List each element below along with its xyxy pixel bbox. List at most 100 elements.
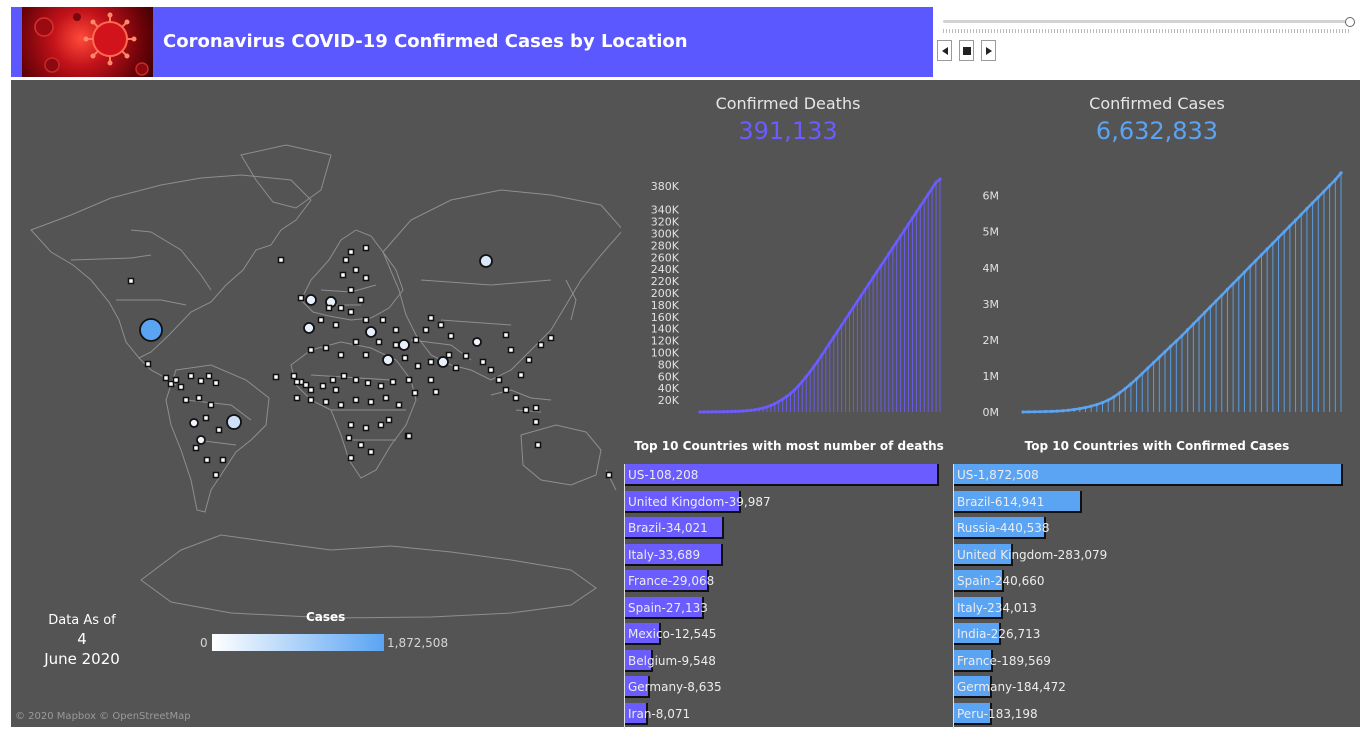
location-marker xyxy=(212,471,220,479)
bar[interactable] xyxy=(625,517,724,539)
location-marker xyxy=(357,441,365,449)
location-marker xyxy=(322,344,330,352)
data-point xyxy=(1299,212,1303,216)
bar-label: Germany-184,472 xyxy=(957,680,1066,694)
bar-row[interactable]: Brazil-34,021 xyxy=(625,517,939,539)
deaths-bar-chart[interactable]: US-108,208 United Kingdom-39,987 Brazil-34… xyxy=(624,464,945,729)
location-marker xyxy=(367,398,375,406)
location-marker xyxy=(547,334,555,342)
bar-row[interactable]: Spain-27,133 xyxy=(625,596,939,619)
map-attribution[interactable]: © 2020 Mapbox © OpenStreetMap xyxy=(15,711,191,722)
asia-outline xyxy=(382,189,621,381)
bar-row[interactable]: France-29,068 xyxy=(625,570,939,592)
bar[interactable] xyxy=(625,596,704,619)
stop-icon xyxy=(962,46,971,55)
location-marker xyxy=(325,304,333,312)
y-tick-label: 120K xyxy=(651,335,680,348)
location-marker xyxy=(352,266,360,274)
data-point xyxy=(1089,404,1093,408)
bar-row[interactable]: India-226,713 xyxy=(954,623,1343,645)
location-marker xyxy=(522,406,530,414)
cases-bar-chart[interactable]: US-1,872,508 Brazil-614,941 Russia-440,538… xyxy=(953,464,1349,729)
bar-row[interactable]: France-189,569 xyxy=(954,649,1343,672)
bar-row[interactable]: Mexico-12,545 xyxy=(625,623,939,645)
bar-row[interactable]: Germany-8,635 xyxy=(625,676,939,698)
data-point xyxy=(718,410,722,414)
bar-row[interactable]: Iran-8,071 xyxy=(625,702,939,725)
bar[interactable] xyxy=(954,464,1343,486)
location-marker xyxy=(532,404,540,412)
location-marker xyxy=(202,414,210,422)
bar-row[interactable]: Germany-184,472 xyxy=(954,676,1343,698)
data-point xyxy=(1197,316,1201,320)
data-point xyxy=(910,216,915,220)
timeline-slider[interactable] xyxy=(943,20,1351,23)
data-point xyxy=(883,258,887,262)
data-point xyxy=(906,222,911,226)
bar[interactable] xyxy=(625,570,710,592)
bar-label: Germany-8,635 xyxy=(628,680,722,694)
location-marker xyxy=(392,341,400,349)
bar-row[interactable]: Italy-33,689 xyxy=(625,543,939,566)
bar[interactable] xyxy=(954,596,1003,619)
data-point xyxy=(871,275,875,280)
bar[interactable] xyxy=(954,623,1002,645)
timeline-slider-handle[interactable] xyxy=(1345,17,1355,27)
bar-row[interactable]: Peru-183,198 xyxy=(954,702,1343,725)
data-point xyxy=(1083,405,1088,410)
location-marker xyxy=(517,371,525,379)
y-tick-label: 320K xyxy=(651,216,680,229)
bar[interactable] xyxy=(954,570,1004,592)
data-point xyxy=(753,408,757,412)
bar[interactable] xyxy=(954,676,993,698)
location-bubble xyxy=(472,337,482,347)
deaths-over-time-chart[interactable]: 20K40K60K80K100K120K140K160K180K200K220K… xyxy=(625,168,950,418)
bar-row[interactable]: United Kingdom-283,079 xyxy=(954,543,1343,566)
location-marker xyxy=(389,378,397,386)
bar[interactable] xyxy=(625,490,742,513)
data-point xyxy=(706,410,710,414)
bar-row[interactable]: United Kingdom-39,987 xyxy=(625,490,939,513)
location-marker xyxy=(412,336,420,344)
bar[interactable] xyxy=(625,543,723,566)
bar-row[interactable]: US-108,208 xyxy=(625,464,939,486)
bar-row[interactable]: Brazil-614,941 xyxy=(954,490,1343,513)
world-map[interactable] xyxy=(11,80,621,640)
location-marker xyxy=(342,256,350,264)
data-point xyxy=(926,192,930,196)
bar[interactable] xyxy=(625,702,649,725)
data-point xyxy=(737,409,741,413)
bar-row[interactable]: Italy-234,013 xyxy=(954,596,1343,619)
bar-row[interactable]: US-1,872,508 xyxy=(954,464,1343,486)
bar[interactable] xyxy=(625,623,662,645)
y-tick-label: 6M xyxy=(983,190,1000,203)
location-marker xyxy=(293,378,301,386)
bar-label: US-1,872,508 xyxy=(957,468,1039,482)
location-marker xyxy=(507,346,515,354)
africa-outline xyxy=(290,341,417,479)
timeline-ticks xyxy=(943,29,1351,33)
next-button[interactable] xyxy=(981,40,996,61)
stop-button[interactable] xyxy=(959,40,974,61)
bar-row[interactable]: Russia-440,538 xyxy=(954,517,1343,539)
data-point xyxy=(1106,398,1110,402)
bar[interactable] xyxy=(954,490,1082,513)
bar[interactable] xyxy=(625,676,651,698)
prev-button[interactable] xyxy=(937,40,952,61)
bar[interactable] xyxy=(954,649,994,672)
bar-row[interactable]: Belgium-9,548 xyxy=(625,649,939,672)
data-point xyxy=(714,410,718,414)
bar[interactable] xyxy=(625,649,653,672)
data-point xyxy=(879,264,883,268)
bar[interactable] xyxy=(954,517,1046,539)
bar[interactable] xyxy=(954,702,993,725)
bar-row[interactable]: Spain-240,660 xyxy=(954,570,1343,592)
bar[interactable] xyxy=(954,543,1013,566)
cases-over-time-chart[interactable]: 0M 1M 2M 3M 4M 5M 6M xyxy=(955,168,1350,418)
location-marker xyxy=(502,386,510,394)
data-point xyxy=(1203,310,1207,315)
location-bubble xyxy=(398,339,410,351)
location-marker xyxy=(197,377,205,385)
location-marker xyxy=(195,394,203,402)
bar[interactable] xyxy=(625,464,939,486)
